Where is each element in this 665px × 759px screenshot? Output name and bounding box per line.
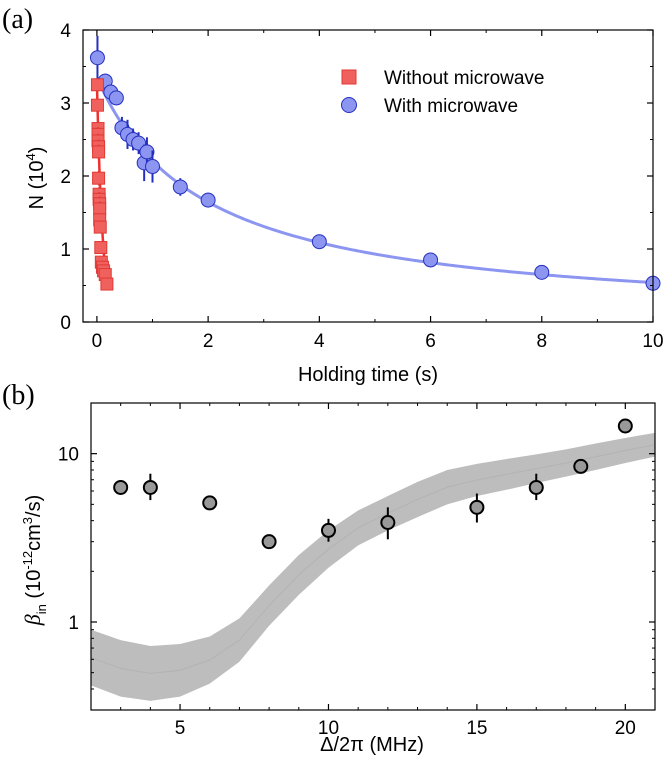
panel-b-ticks: 5 10 15 20 1 10 <box>58 402 656 739</box>
panel-b-ylabel-sup2: 3 <box>20 517 35 524</box>
a-x-tick-label: 0 <box>92 331 103 352</box>
panel-b-ylabel-beta: β <box>20 614 45 626</box>
panel-a-ylabel-end: ) <box>26 147 48 154</box>
b-y-tick-label: 10 <box>58 445 79 466</box>
a-x-tick-label: 10 <box>642 331 663 352</box>
panel-b-ylabel-end: /s) <box>23 495 45 517</box>
a-x-tick-label: 4 <box>314 331 325 352</box>
b-x-tick-label: 10 <box>318 718 339 739</box>
panel-b-ylabel-sup1: -12 <box>20 551 35 570</box>
panel-a-legend: Without microwave With microwave <box>341 68 545 117</box>
with-microwave-point <box>145 159 161 175</box>
with-microwave-point <box>139 144 155 160</box>
a-x-tick-label: 2 <box>203 331 214 352</box>
theory-band <box>91 432 655 701</box>
with-microwave-fit-line <box>96 78 654 285</box>
a-y-tick-label: 1 <box>60 240 71 261</box>
a-y-tick-label: 2 <box>60 167 71 188</box>
panel-b-label: (b) <box>2 380 35 411</box>
panel-a-ticks: 0 2 4 6 8 10 0 1 2 3 4 <box>60 21 663 352</box>
legend-square-marker <box>341 69 357 85</box>
panel-a-label: (a) <box>2 4 33 35</box>
without-microwave-point <box>90 98 104 112</box>
a-x-tick-label: 8 <box>536 331 547 352</box>
b-x-tick-label: 15 <box>466 718 487 739</box>
without-microwave-point <box>94 241 108 255</box>
a-x-tick-label: 6 <box>425 331 436 352</box>
with-microwave-point <box>108 90 124 106</box>
beta-point <box>573 458 589 474</box>
panel-b: (b) 5 10 15 20 1 10 Δ/2π (MHz) βin (10-12cm3/… <box>2 380 656 756</box>
beta-point <box>142 479 158 495</box>
panel-a-x-axis-label: Holding time (s) <box>298 364 438 386</box>
without-microwave-point <box>92 145 106 159</box>
with-microwave-point <box>311 234 327 250</box>
without-microwave-point <box>93 220 107 234</box>
a-y-tick-label: 3 <box>60 94 71 115</box>
b-y-tick-label: 1 <box>68 613 79 634</box>
a-y-tick-label: 0 <box>60 313 71 334</box>
a-y-tick-label: 4 <box>60 21 71 42</box>
panel-a-y-axis-label: N (104) <box>23 147 48 210</box>
b-x-tick-label: 5 <box>175 718 186 739</box>
with-microwave-point <box>423 252 439 268</box>
beta-point <box>202 495 218 511</box>
without-microwave-point <box>100 277 114 291</box>
panel-a-ylabel-sup: 4 <box>23 153 38 160</box>
without-microwave-point <box>92 171 106 185</box>
panel-b-frame <box>90 402 656 711</box>
legend-without-microwave: Without microwave <box>384 68 545 89</box>
without-microwave-point <box>93 202 107 216</box>
panel-b-y-axis-label: βin (10-12cm3/s) <box>20 495 49 626</box>
beta-point <box>469 499 485 515</box>
with-microwave-point <box>172 179 188 195</box>
beta-point <box>320 522 336 538</box>
panel-b-series <box>90 418 656 701</box>
panel-b-ylabel-pre: (10 <box>23 570 45 604</box>
with-microwave-point <box>534 264 550 280</box>
legend-circle-marker <box>341 97 357 113</box>
beta-point <box>380 515 396 531</box>
b-x-tick-label: 20 <box>615 718 636 739</box>
beta-point <box>261 534 277 550</box>
beta-point <box>528 479 544 495</box>
legend-with-microwave: With microwave <box>384 96 518 117</box>
theory-center-line <box>90 444 656 674</box>
with-microwave-point <box>200 192 216 208</box>
without-microwave-point <box>90 78 104 92</box>
panel-b-x-axis-label: Δ/2π (MHz) <box>320 734 424 756</box>
panel-b-ylabel-mid: cm <box>23 524 45 551</box>
beta-point <box>113 479 129 495</box>
panel-b-ylabel-sub: in <box>34 604 49 614</box>
panel-a-ylabel-main: N (10 <box>26 161 48 210</box>
panel-a-series <box>89 35 661 291</box>
beta-point <box>617 418 633 434</box>
with-microwave-point <box>89 50 105 66</box>
